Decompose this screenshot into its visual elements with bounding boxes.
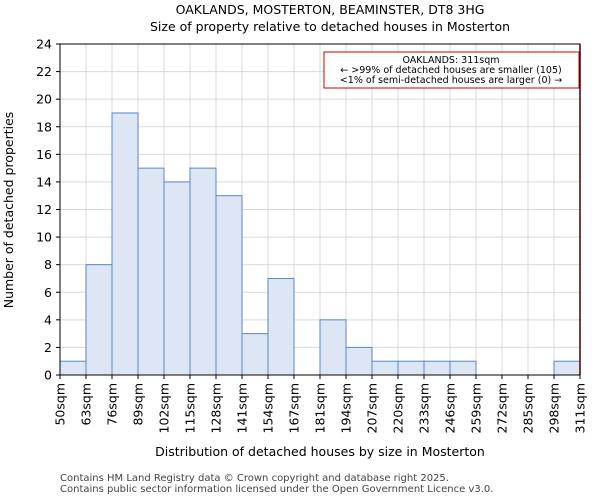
y-tick-label: 16 — [36, 147, 52, 162]
y-tick-label: 18 — [36, 119, 52, 134]
bar-298sqm — [553, 360, 581, 376]
annotation-box: OAKLANDS: 311sqm ← >99% of detached hous… — [323, 51, 580, 89]
x-tick-label: 141sqm — [235, 383, 250, 433]
y-tick-label: 10 — [36, 230, 52, 245]
annotation-title: OAKLANDS: 311sqm — [402, 55, 499, 66]
y-tick-label: 12 — [36, 202, 52, 217]
y-tick-label: 4 — [44, 312, 52, 327]
bar-141sqm — [241, 333, 269, 376]
x-tick-label: 220sqm — [391, 383, 406, 433]
y-tick-label: 2 — [44, 340, 52, 355]
x-tick-label: 194sqm — [339, 383, 354, 433]
x-tick-label: 89sqm — [131, 383, 146, 426]
bar-181sqm — [319, 319, 347, 376]
x-tick-label: 272sqm — [495, 383, 510, 433]
x-tick-label: 128sqm — [209, 383, 224, 433]
y-tick-label: 14 — [36, 174, 52, 189]
x-axis-label: Distribution of detached houses by size … — [155, 444, 485, 459]
bar-128sqm — [215, 195, 243, 376]
y-tick-label: 20 — [36, 92, 52, 107]
annotation-larger: <1% of semi-detached houses are larger (… — [340, 75, 562, 86]
x-tick-label: 50sqm — [53, 383, 68, 426]
x-tick-label: 298sqm — [547, 383, 562, 433]
x-axis-ticks: 50sqm 63sqm 76sqm 89sqm 102sqm 115sqm 128sqm 14… — [53, 375, 588, 433]
x-tick-label: 285sqm — [521, 383, 536, 433]
chart-subtitle: Size of property relative to detached ho… — [150, 19, 510, 34]
annotation-smaller: ← >99% of detached houses are smaller (1… — [340, 65, 561, 76]
x-tick-label: 63sqm — [79, 383, 94, 426]
x-tick-label: 154sqm — [261, 383, 276, 433]
y-tick-label: 0 — [44, 368, 52, 383]
x-tick-label: 181sqm — [313, 383, 328, 433]
bar-63sqm — [85, 264, 113, 376]
bar-50sqm — [59, 360, 87, 376]
bar-207sqm — [371, 360, 399, 376]
bar-115sqm — [189, 167, 217, 376]
x-tick-label: 311sqm — [573, 383, 588, 433]
bar-154sqm — [267, 277, 295, 376]
bar-102sqm — [163, 181, 191, 376]
y-tick-label: 22 — [36, 64, 52, 79]
x-tick-label: 102sqm — [157, 383, 172, 433]
x-tick-label: 246sqm — [443, 383, 458, 433]
y-axis-label: Number of detached properties — [1, 112, 16, 309]
footer-line-2: Contains public sector information licen… — [60, 484, 494, 495]
bar-246sqm — [449, 360, 477, 376]
y-tick-label: 6 — [44, 285, 52, 300]
y-tick-label: 8 — [44, 257, 52, 272]
bars — [59, 112, 581, 376]
bar-76sqm — [111, 112, 139, 376]
x-tick-label: 207sqm — [365, 383, 380, 433]
bar-194sqm — [345, 346, 373, 376]
y-tick-label: 24 — [36, 37, 52, 52]
bar-89sqm — [137, 167, 165, 376]
footer-line-1: Contains HM Land Registry data © Crown c… — [60, 473, 449, 484]
x-tick-label: 259sqm — [469, 383, 484, 433]
x-tick-label: 233sqm — [417, 383, 432, 433]
x-tick-label: 76sqm — [105, 383, 120, 426]
chart-title: OAKLANDS, MOSTERTON, BEAMINSTER, DT8 3HG — [176, 2, 485, 17]
x-tick-label: 167sqm — [287, 383, 302, 433]
x-tick-label: 115sqm — [183, 383, 198, 433]
bar-220sqm — [397, 360, 425, 376]
bar-233sqm — [423, 360, 451, 376]
